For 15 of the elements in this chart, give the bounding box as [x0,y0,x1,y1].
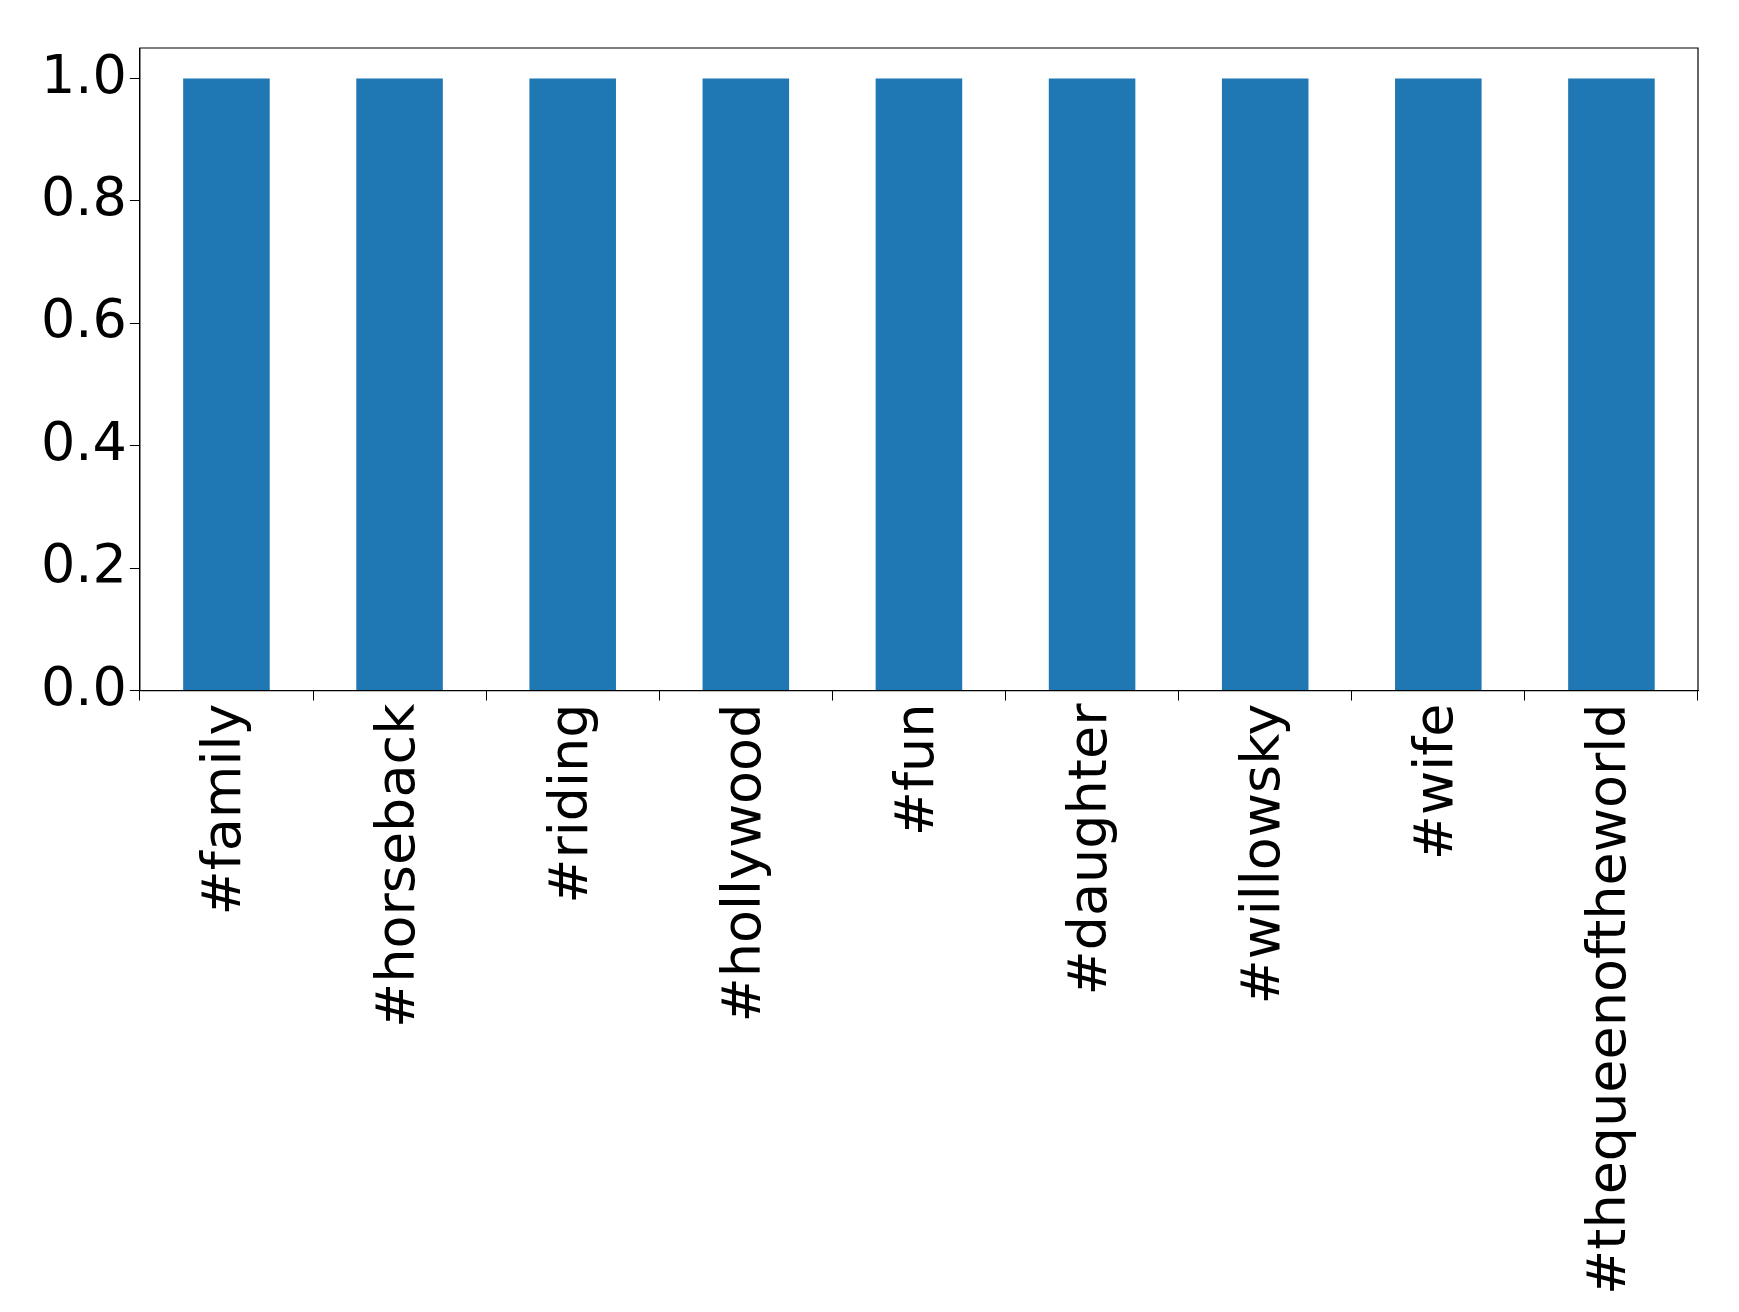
x-tick-label: #family [190,703,254,916]
y-tick-label: 0.6 [40,287,127,351]
x-tick-label: #horseback [363,702,427,1028]
x-tick-label: #riding [536,703,600,904]
x-tick-label: #hollywood [709,703,773,1023]
y-tick-label: 1.0 [40,42,127,106]
x-tick-label: #daughter [1056,702,1120,996]
x-tick-label: #wife [1402,703,1466,861]
y-tick-label: 0.0 [40,654,127,718]
x-tick-label: #thequeenoftheworld [1575,703,1639,1296]
y-tick-label: 0.4 [40,409,127,473]
y-tick-label: 0.2 [40,532,127,596]
x-tick-label: #fun [882,703,946,837]
x-tick-label: #willowsky [1229,703,1293,1005]
y-tick-label: 0.8 [40,165,127,229]
